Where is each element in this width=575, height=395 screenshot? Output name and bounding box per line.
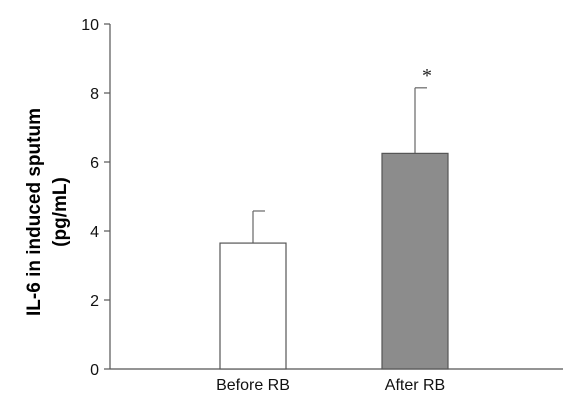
y-tick-label: 6 [90, 155, 99, 172]
y-axis-label-line2: (pg/mL) [50, 177, 71, 247]
y-tick-label: 2 [90, 293, 99, 310]
y-axis-label-line1: IL-6 in induced sputum [24, 108, 45, 316]
x-tick-label: Before RB [216, 377, 290, 394]
y-tick-label: 10 [81, 17, 99, 34]
y-axis-ticks: 0 2 4 6 8 10 [81, 17, 110, 379]
bars: * [219, 65, 449, 370]
y-axis-label: IL-6 in induced sputum (pg/mL) [24, 108, 71, 316]
y-tick-label: 8 [90, 86, 99, 103]
x-axis-tick-labels: Before RB After RB [216, 377, 445, 394]
y-tick-label: 4 [90, 224, 99, 241]
bar-before-rb [219, 242, 287, 370]
x-tick-label: After RB [385, 377, 445, 394]
significance-asterisk: * [422, 65, 432, 87]
bar-after-rb [381, 152, 449, 370]
y-tick-label: 0 [90, 362, 99, 379]
